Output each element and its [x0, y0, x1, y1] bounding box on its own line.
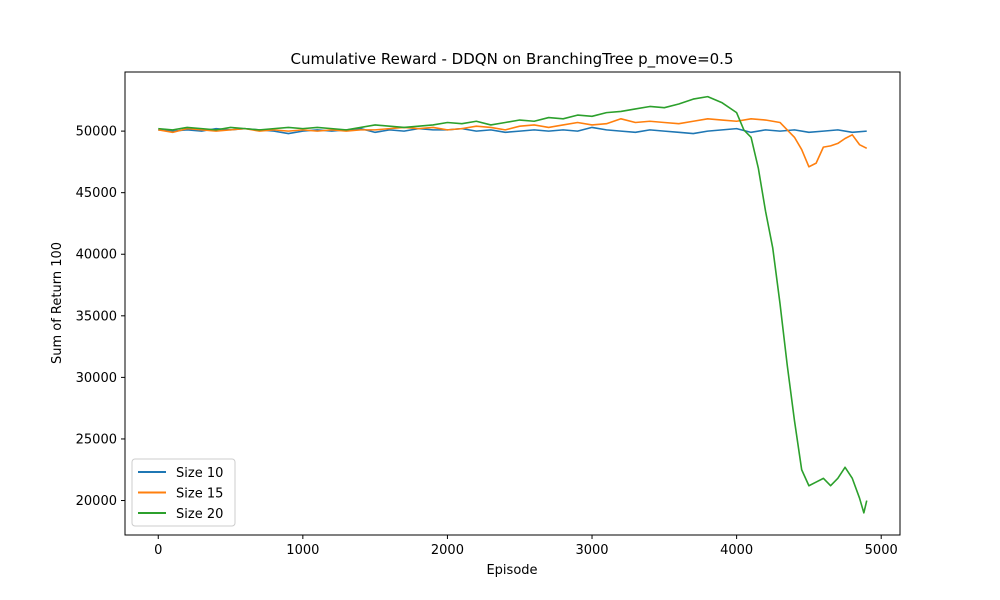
legend-box	[131, 458, 236, 527]
y-tick-label: 40000	[76, 248, 117, 263]
series-line-3	[158, 95, 868, 514]
legend-label-2: Size 15	[176, 487, 223, 502]
x-tick-label: 1000	[286, 543, 319, 558]
y-tick-label: 50000	[76, 125, 117, 140]
legend-label-3: Size 20	[176, 507, 223, 522]
y-tick-label: 20000	[76, 494, 117, 509]
series-line-2	[158, 117, 868, 168]
x-tick-label: 5000	[865, 543, 898, 558]
x-axis-label: Episode	[486, 563, 537, 578]
x-tick-label: 2000	[431, 543, 464, 558]
series-line-1	[158, 126, 867, 135]
x-tick-label: 3000	[575, 543, 608, 558]
axes-frame	[124, 71, 901, 536]
legend-label-1: Size 10	[176, 466, 223, 481]
y-tick-label: 25000	[76, 432, 117, 447]
y-tick-label: 35000	[76, 309, 117, 324]
y-tick-label: 45000	[76, 186, 117, 201]
x-tick-label: 0	[154, 543, 162, 558]
series-group	[158, 95, 868, 514]
y-axis-label: Sum of Return 100	[50, 242, 65, 364]
plot-area: 0 1000 2000 3000 4000 5000 20000 25000 30000 3500…	[76, 71, 901, 558]
x-tick-label: 4000	[720, 543, 753, 558]
chart-title: Cumulative Reward - DDQN on BranchingTre…	[290, 50, 733, 69]
y-tick-label: 30000	[76, 371, 117, 386]
